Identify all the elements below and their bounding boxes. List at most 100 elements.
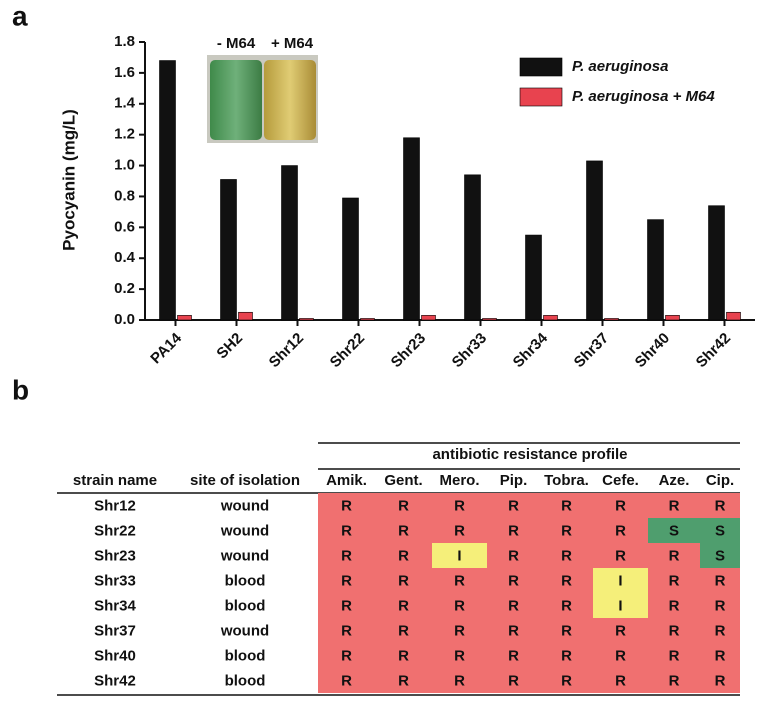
table-cell-text: R bbox=[398, 672, 409, 689]
legend-label: P. aeruginosa bbox=[572, 58, 668, 75]
bar bbox=[726, 311, 741, 321]
table-cell-text: R bbox=[615, 547, 626, 564]
column-header: Cefe. bbox=[602, 472, 639, 489]
y-tick-label: 0.6 bbox=[114, 218, 135, 235]
table-cell bbox=[318, 493, 375, 518]
table-cell bbox=[648, 568, 700, 593]
x-tick-label: Shr33 bbox=[449, 330, 491, 372]
column-header: Pip. bbox=[500, 472, 528, 489]
x-tick-label: Shr40 bbox=[632, 330, 674, 372]
table-cell-text: R bbox=[715, 622, 726, 639]
table-cell bbox=[593, 643, 648, 668]
table-cell-text: R bbox=[561, 672, 572, 689]
column-header: site of isolation bbox=[190, 472, 300, 489]
table-cell-text: wound bbox=[220, 497, 269, 514]
bar bbox=[464, 174, 481, 321]
table-cell-text: R bbox=[669, 572, 680, 589]
table-cell bbox=[648, 518, 700, 543]
table-cell-text: R bbox=[508, 647, 519, 664]
table-cell-text: Shr23 bbox=[94, 547, 136, 564]
table-cell-text: R bbox=[669, 672, 680, 689]
y-tick-label: 1.4 bbox=[114, 95, 136, 112]
table-cell-text: R bbox=[398, 622, 409, 639]
table-cell bbox=[318, 568, 375, 593]
table-cell-text: Shr40 bbox=[94, 647, 136, 664]
table-cell-text: R bbox=[615, 647, 626, 664]
table-cell-text: Shr37 bbox=[94, 622, 136, 639]
table-cell bbox=[540, 593, 593, 618]
table-cell bbox=[648, 618, 700, 643]
table-group-header: antibiotic resistance profile bbox=[432, 446, 627, 463]
table-cell bbox=[318, 618, 375, 643]
table-cell-text: R bbox=[715, 672, 726, 689]
table-cell-text: R bbox=[715, 647, 726, 664]
table-cell bbox=[375, 543, 432, 568]
table-cell bbox=[700, 618, 740, 643]
table-cell-text: R bbox=[508, 622, 519, 639]
table-cell-text: blood bbox=[225, 647, 266, 664]
table-cell-text: I bbox=[618, 597, 622, 614]
table-cell bbox=[487, 518, 540, 543]
table-cell-text: R bbox=[341, 597, 352, 614]
table-cell-text: R bbox=[454, 597, 465, 614]
table-cell bbox=[487, 593, 540, 618]
table-cell-text: R bbox=[561, 522, 572, 539]
table-cell-text: I bbox=[457, 547, 461, 564]
table-cell-text: R bbox=[398, 522, 409, 539]
bar bbox=[177, 315, 192, 321]
table-cell-text: R bbox=[398, 647, 409, 664]
table-cell bbox=[540, 643, 593, 668]
y-tick-label: 1.2 bbox=[114, 126, 135, 143]
table-cell bbox=[375, 493, 432, 518]
table-cell bbox=[593, 518, 648, 543]
y-tick-label: 0.8 bbox=[114, 187, 135, 204]
table-cell-text: R bbox=[561, 572, 572, 589]
column-header: Amik. bbox=[326, 472, 367, 489]
table-cell bbox=[700, 518, 740, 543]
table-cell bbox=[700, 643, 740, 668]
table-cell-text: Shr34 bbox=[94, 597, 136, 614]
table-cell bbox=[648, 668, 700, 693]
table-cell bbox=[375, 668, 432, 693]
bar bbox=[525, 234, 542, 321]
table-cell bbox=[700, 568, 740, 593]
y-tick-label: 1.6 bbox=[114, 64, 135, 81]
table-cell bbox=[487, 568, 540, 593]
table-cell-text: R bbox=[715, 497, 726, 514]
inset-label: + M64 bbox=[271, 35, 314, 52]
table-cell-text: blood bbox=[225, 597, 266, 614]
table-cell bbox=[540, 568, 593, 593]
legend-swatch bbox=[519, 57, 563, 77]
table-cell-text: R bbox=[454, 672, 465, 689]
table-cell bbox=[593, 668, 648, 693]
table-cell-text: R bbox=[561, 547, 572, 564]
table-cell-text: R bbox=[398, 597, 409, 614]
table-cell bbox=[540, 518, 593, 543]
table-cell bbox=[487, 668, 540, 693]
table-cell bbox=[648, 643, 700, 668]
table-cell-text: R bbox=[398, 547, 409, 564]
table-cell-text: R bbox=[454, 522, 465, 539]
table-cell bbox=[432, 493, 487, 518]
column-header: Cip. bbox=[706, 472, 734, 489]
table-cell bbox=[432, 518, 487, 543]
table-cell-text: R bbox=[454, 572, 465, 589]
table-cell-text: R bbox=[508, 522, 519, 539]
table-cell-text: S bbox=[669, 522, 679, 539]
table-cell-text: R bbox=[669, 497, 680, 514]
table-cell-text: R bbox=[669, 597, 680, 614]
x-tick-label: SH2 bbox=[213, 330, 246, 363]
bar bbox=[403, 137, 420, 321]
table-cell-text: R bbox=[561, 497, 572, 514]
table-cell-text: R bbox=[561, 622, 572, 639]
table-cell bbox=[432, 643, 487, 668]
table-cell bbox=[318, 643, 375, 668]
column-header: Tobra. bbox=[544, 472, 589, 489]
table-cell bbox=[375, 593, 432, 618]
table-cell-text: blood bbox=[225, 672, 266, 689]
table-cell-text: R bbox=[715, 597, 726, 614]
column-header: Mero. bbox=[439, 472, 479, 489]
table-cell-text: R bbox=[561, 647, 572, 664]
table-cell bbox=[593, 568, 648, 593]
